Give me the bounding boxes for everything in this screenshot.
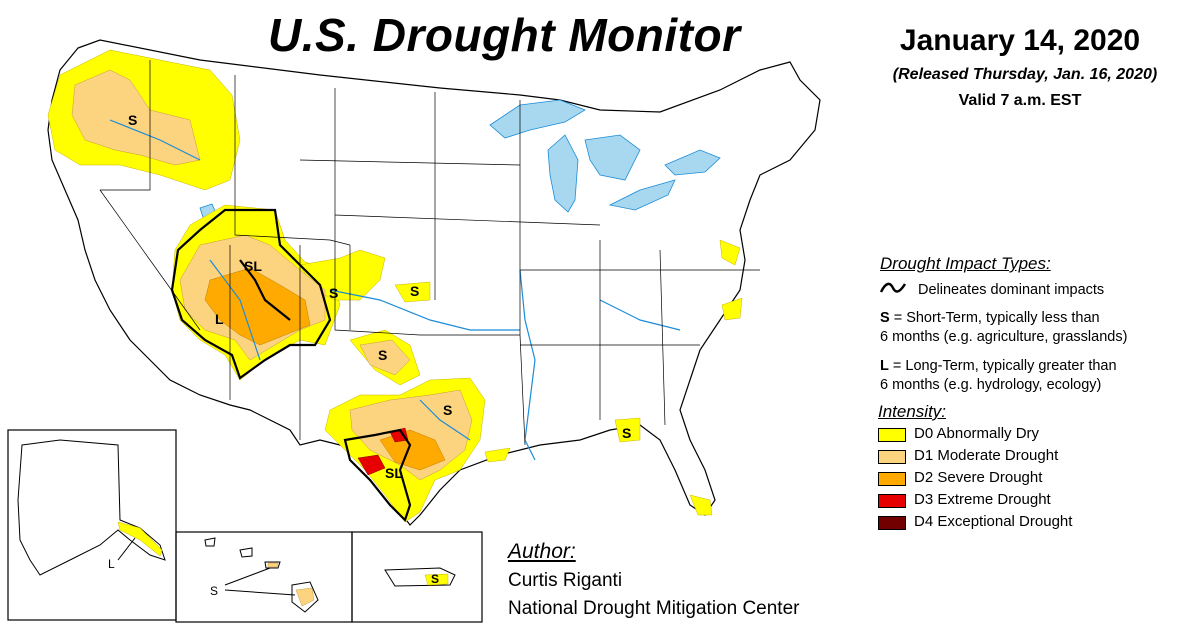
label-puerto-rico: S (431, 572, 439, 586)
alaska-drought (117, 521, 163, 557)
release-date: (Released Thursday, Jan. 16, 2020) (892, 66, 1158, 83)
author-name: Curtis Riganti (508, 570, 623, 591)
swatch-d3 (878, 494, 906, 508)
puerto-rico-drought (424, 573, 449, 586)
legend-label-d3: D3 Extreme Drought (914, 491, 1051, 508)
map-title: U.S. Drought Monitor (268, 9, 741, 61)
short-term-key: S (880, 310, 890, 326)
label-east-texas: S (443, 402, 452, 418)
author-org: National Drought Mitigation Center (508, 598, 800, 619)
d2-severe-drought (204, 267, 446, 471)
state-lines (99, 60, 760, 446)
long-term-text-1: = Long-Term, typically greater than (888, 358, 1117, 374)
hawaii-drought (267, 562, 315, 607)
label-alaska: L (108, 557, 115, 571)
short-term-text-2: 6 months (e.g. agriculture, grasslands) (880, 329, 1128, 345)
short-term-desc: S = Short-Term, typically less than 6 mo… (880, 309, 1127, 347)
inset-frames (7, 429, 483, 623)
swatch-d1 (878, 450, 906, 464)
label-oklahoma: S (378, 347, 387, 363)
label-hawaii: S (210, 584, 218, 598)
great-lakes (489, 99, 721, 213)
alaska-leader (117, 537, 136, 561)
swatch-d0 (878, 428, 906, 442)
label-four-corners-north: SL (244, 258, 262, 274)
intensity-heading: Intensity: (878, 402, 947, 421)
label-florida: S (622, 425, 631, 441)
short-term-text-1: = Short-Term, typically less than (889, 310, 1100, 326)
label-colorado: S (329, 285, 338, 301)
legend-label-d2: D2 Severe Drought (914, 469, 1043, 486)
label-northwest: S (128, 112, 137, 128)
swatch-d2 (878, 472, 906, 486)
legend-label-d1: D1 Moderate Drought (914, 447, 1059, 464)
impact-line-desc: Delineates dominant impacts (918, 282, 1105, 298)
swatch-d4 (878, 516, 906, 530)
alaska-land (17, 439, 166, 576)
author-heading: Author: (508, 540, 576, 563)
legend-label-d0: D0 Abnormally Dry (914, 425, 1040, 442)
impact-lines (170, 208, 412, 523)
label-four-corners-south: L (215, 311, 224, 327)
long-term-key: L (880, 358, 889, 374)
label-kansas: S (410, 283, 419, 299)
valid-time: Valid 7 a.m. EST (958, 92, 1082, 109)
long-term-desc: L = Long-Term, typically greater than 6 … (880, 357, 1117, 395)
impact-heading: Drought Impact Types: (880, 254, 1051, 273)
long-term-text-2: 6 months (e.g. hydrology, ecology) (880, 377, 1102, 393)
hawaii-leaders (224, 567, 296, 596)
label-south-texas: SL (385, 465, 403, 481)
impact-line-icon (879, 282, 907, 293)
map-date: January 14, 2020 (899, 24, 1141, 57)
legend-label-d4: D4 Exceptional Drought (914, 513, 1073, 530)
rivers (109, 119, 681, 461)
